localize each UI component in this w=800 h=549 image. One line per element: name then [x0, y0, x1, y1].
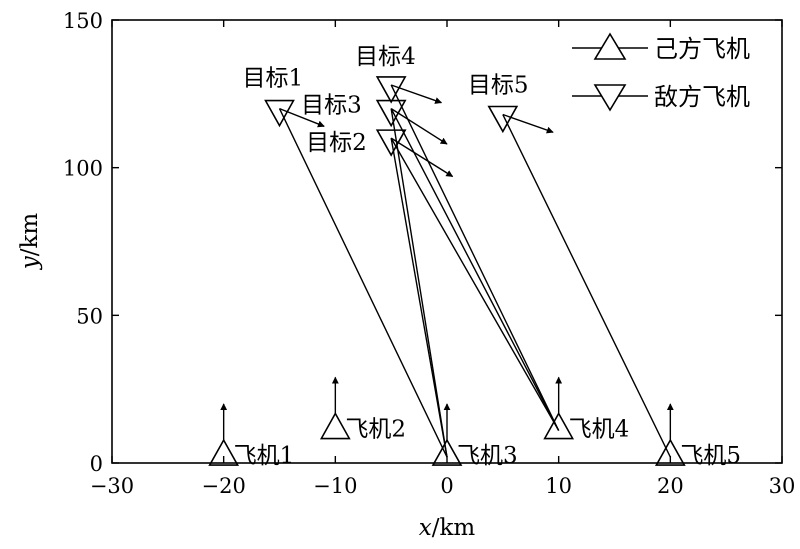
x-tick-label: 0 — [440, 474, 453, 498]
legend-enemy-triangle-down-icon — [593, 84, 627, 112]
target-marker — [375, 76, 407, 104]
point-labels: 飞机1 飞机2 飞机3 飞机4 飞机5 目标1 目标2 目标3 目标4 目标5 — [234, 44, 741, 469]
heading-vectors — [220, 84, 674, 442]
own-aircraft-marker — [208, 438, 240, 466]
own-aircraft-label: 飞机2 — [345, 417, 406, 443]
legend-own-triangle-up-icon — [593, 32, 627, 60]
own-aircraft-label: 飞机3 — [457, 443, 518, 469]
target-marker — [264, 99, 295, 128]
assignment-line — [278, 108, 448, 458]
legend: 己方飞机 敌方飞机 — [566, 27, 776, 117]
own-aircraft-marker — [654, 438, 686, 466]
target-marker — [487, 105, 519, 134]
assignment-line — [390, 84, 560, 431]
target-label: 目标2 — [306, 130, 367, 156]
x-axis-title: x/km — [419, 515, 476, 541]
x-tick-label: −10 — [313, 474, 357, 498]
target-heading-arrow — [390, 137, 454, 178]
assignment-line — [390, 108, 560, 431]
own-aircraft-label: 飞机5 — [680, 443, 741, 469]
legend-box — [566, 27, 776, 117]
y-tick-label: 100 — [63, 157, 103, 181]
assignment-line — [390, 108, 448, 458]
target-label: 目标3 — [301, 93, 362, 119]
legend-label-own: 己方飞机 — [654, 35, 750, 63]
own-aircraft-marker — [543, 411, 575, 440]
y-tick-label: 0 — [90, 452, 103, 476]
assignment-line — [502, 114, 671, 458]
own-aircraft-label: 飞机1 — [234, 443, 295, 469]
axis-ticks: −30 −20 −10 0 10 20 30 0 50 100 150 — [63, 9, 795, 498]
y-axis-title: y/km — [17, 213, 43, 271]
x-tick-label: 30 — [769, 474, 796, 498]
y-tick-label: 150 — [63, 9, 103, 33]
target-label: 目标1 — [243, 66, 304, 92]
target-marker — [375, 129, 407, 157]
x-tick-label: 20 — [657, 474, 684, 498]
assignment-line — [390, 138, 448, 458]
assignment-lines — [278, 84, 671, 458]
own-aircraft-label: 飞机4 — [569, 417, 630, 443]
x-tick-label: −30 — [90, 474, 134, 498]
own-aircraft-marker — [319, 411, 351, 440]
y-tick-label: 50 — [76, 304, 103, 328]
aircraft-markers — [208, 76, 686, 466]
x-tick-label: 10 — [545, 474, 572, 498]
target-label: 目标5 — [468, 73, 529, 99]
target-label: 目标4 — [355, 44, 416, 70]
assignment-line — [390, 137, 560, 431]
target-heading-arrow — [390, 108, 448, 145]
own-aircraft-marker — [431, 438, 463, 466]
legend-label-enemy: 敌方飞机 — [654, 83, 750, 111]
x-tick-label: −20 — [202, 474, 246, 498]
